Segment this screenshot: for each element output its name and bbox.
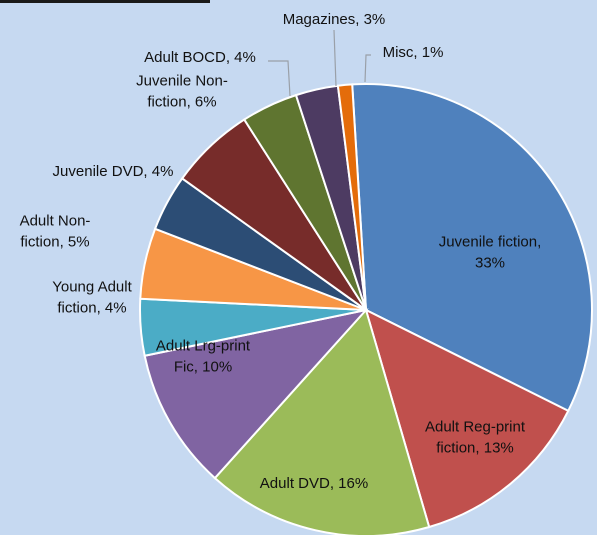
slice-label-line: Misc, 1% bbox=[383, 44, 444, 61]
slice-label-juvenile-fiction: Juvenile fiction, 33% bbox=[439, 234, 542, 272]
slice-label-line: Adult Non- bbox=[20, 213, 91, 230]
pie-slice-juvenile-fiction bbox=[351, 83, 593, 413]
slice-label-line: Adult BOCD, 4% bbox=[144, 49, 256, 66]
slice-label-juvenile-dvd: Juvenile DVD, 4% bbox=[53, 163, 174, 180]
leader-line-magazines bbox=[333, 29, 337, 87]
pie-slice-adult-lrg-print-fic bbox=[143, 308, 369, 480]
top-border-bar bbox=[0, 0, 210, 3]
slice-label-line: Young Adult bbox=[52, 279, 132, 296]
slice-label-line: fiction, 4% bbox=[57, 300, 126, 317]
slice-label-young-adult-fiction: Young Adult fiction, 4% bbox=[52, 279, 132, 317]
slice-label-line: fiction, 13% bbox=[436, 440, 514, 457]
slice-label-line: Juvenile fiction, bbox=[439, 234, 542, 251]
slice-label-line: Juvenile DVD, 4% bbox=[53, 163, 174, 180]
slice-label-line: Juvenile Non- bbox=[136, 73, 228, 90]
pie-slice-misc bbox=[336, 83, 367, 311]
slice-label-line: Adult Lrg-print bbox=[156, 338, 251, 355]
slice-label-line: Adult Reg-print bbox=[425, 419, 526, 436]
pie-slice-adult-dvd bbox=[213, 307, 431, 535]
slice-label-magazines: Magazines, 3% bbox=[283, 11, 386, 28]
slice-label-adult-lrg-print-fic: Adult Lrg-print Fic, 10% bbox=[156, 338, 251, 376]
slice-label-misc: Misc, 1% bbox=[383, 44, 444, 61]
leader-line-misc bbox=[364, 54, 371, 83]
slice-label-line: Fic, 10% bbox=[174, 359, 232, 376]
slice-label-line: fiction, 5% bbox=[20, 234, 89, 251]
slice-label-line: 33% bbox=[475, 255, 505, 272]
slice-label-line: Magazines, 3% bbox=[283, 11, 386, 28]
pie-slice-adult-reg-print-fiction bbox=[364, 308, 570, 529]
slice-label-line: Adult DVD, 16% bbox=[260, 475, 368, 492]
slice-label-adult-dvd: Adult DVD, 16% bbox=[260, 475, 368, 492]
slice-label-juvenile-non-fiction: Juvenile Non-fiction, 6% bbox=[136, 73, 228, 111]
slice-label-adult-bocd: Adult BOCD, 4% bbox=[144, 49, 256, 66]
slice-label-line: fiction, 6% bbox=[147, 94, 216, 111]
slice-label-adult-reg-print-fiction: Adult Reg-print fiction, 13% bbox=[425, 419, 526, 457]
leader-line-adult-bocd bbox=[268, 60, 291, 97]
slice-label-adult-non-fiction: Adult Non-fiction, 5% bbox=[20, 213, 91, 251]
